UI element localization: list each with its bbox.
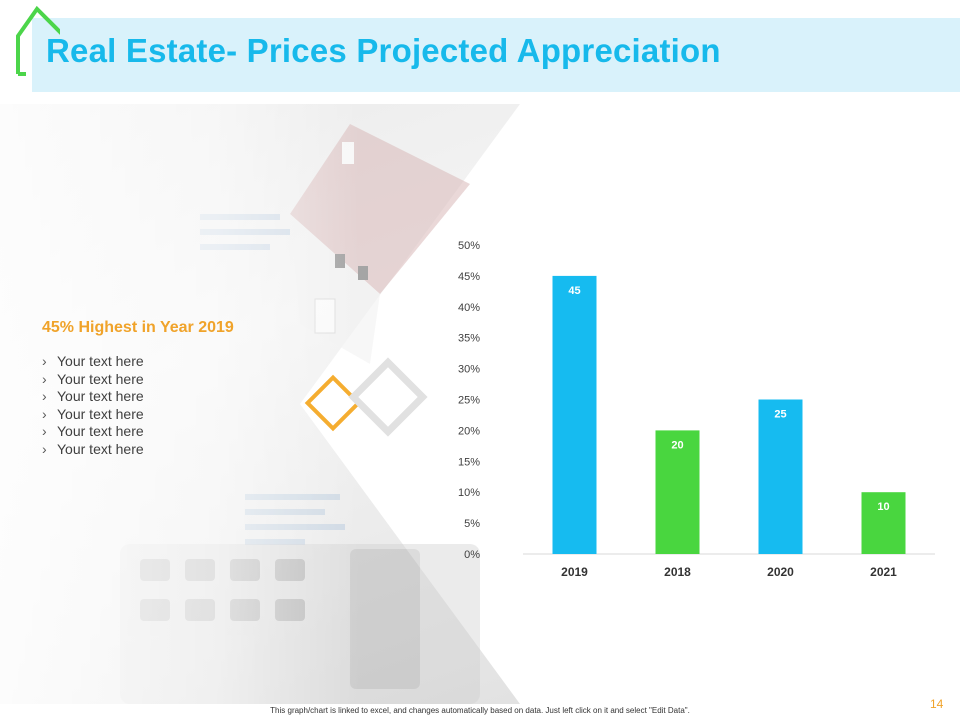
chevron-right-icon: › <box>42 388 47 405</box>
x-tick-label: 2019 <box>561 565 588 579</box>
y-tick-label: 5% <box>464 518 480 530</box>
list-item: › Your text here <box>42 353 144 371</box>
y-tick-label: 30% <box>458 364 480 376</box>
y-tick-label: 50% <box>458 240 480 252</box>
x-tick-label: 2020 <box>767 565 794 579</box>
chevron-right-icon: › <box>42 405 47 422</box>
x-tick-label: 2018 <box>664 565 691 579</box>
y-tick-label: 20% <box>458 425 480 437</box>
data-label: 20 <box>671 439 683 451</box>
photo-fade-overlay <box>0 104 360 704</box>
house-outline-icon <box>16 5 60 76</box>
chevron-right-icon: › <box>42 370 47 387</box>
chevron-right-icon: › <box>42 440 47 457</box>
bullet-text: Your text here <box>57 388 144 405</box>
x-tick-label: 2021 <box>870 565 897 579</box>
y-tick-label: 45% <box>458 271 480 283</box>
bar[interactable] <box>861 492 906 554</box>
list-item: › Your text here <box>42 441 144 459</box>
title-bar: Real Estate- Prices Projected Appreciati… <box>32 18 960 92</box>
bar[interactable] <box>552 275 597 554</box>
y-tick-label: 35% <box>458 333 480 345</box>
slide-title: Real Estate- Prices Projected Appreciati… <box>46 32 721 69</box>
chevron-right-icon: › <box>42 353 47 369</box>
bullet-text: Your text here <box>57 405 144 422</box>
data-label: 25 <box>774 409 786 421</box>
list-item: › Your text here <box>42 371 144 389</box>
y-tick-label: 40% <box>458 302 480 314</box>
list-item: › Your text here <box>42 388 144 406</box>
list-item: › Your text here <box>42 406 144 424</box>
page-number: 14 <box>930 697 944 711</box>
data-label: 45 <box>568 285 580 297</box>
footer-note: This graph/chart is linked to excel, and… <box>270 706 690 715</box>
bar-chart[interactable]: 0%5%10%15%20%25%30%35%40%45%50%452019202… <box>440 230 940 590</box>
y-tick-label: 0% <box>464 549 480 561</box>
y-tick-label: 15% <box>458 456 480 468</box>
bullet-list: › Your text here › Your text here › Your te… <box>42 353 144 459</box>
bullet-text: Your text here <box>57 440 144 457</box>
bullet-text: Your text here <box>57 423 144 440</box>
y-tick-label: 25% <box>458 395 480 407</box>
data-label: 10 <box>877 501 889 513</box>
bullet-text: Your text here <box>57 353 144 369</box>
list-item: › Your text here <box>42 423 144 441</box>
y-tick-label: 10% <box>458 487 480 499</box>
chevron-right-icon: › <box>42 423 47 440</box>
highlight-heading: 45% Highest in Year 2019 <box>42 319 234 336</box>
bullet-text: Your text here <box>57 370 144 387</box>
bar[interactable] <box>758 399 803 555</box>
background-photo <box>0 104 520 704</box>
bar[interactable] <box>655 430 700 554</box>
